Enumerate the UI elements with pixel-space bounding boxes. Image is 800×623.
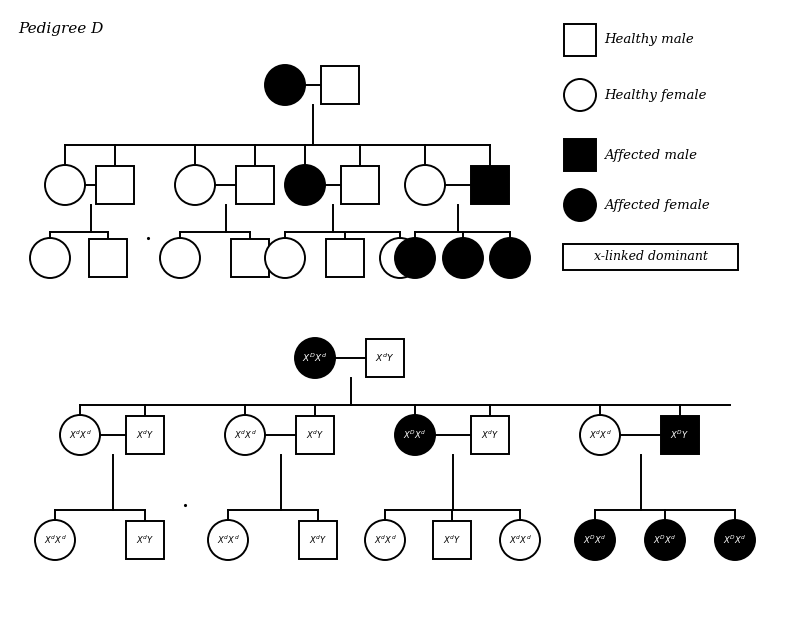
FancyBboxPatch shape [96, 166, 134, 204]
Circle shape [575, 520, 615, 560]
Text: Pedigree D: Pedigree D [18, 22, 103, 36]
Text: $X^dY$: $X^dY$ [375, 352, 394, 364]
Text: $X^dX^d$: $X^dX^d$ [69, 429, 91, 441]
Text: $X^DX^d$: $X^DX^d$ [723, 534, 747, 546]
Text: x-linked dominant: x-linked dominant [594, 250, 707, 264]
Circle shape [580, 415, 620, 455]
FancyBboxPatch shape [366, 339, 404, 377]
Circle shape [208, 520, 248, 560]
Circle shape [45, 165, 85, 205]
Circle shape [395, 238, 435, 278]
Circle shape [175, 165, 215, 205]
FancyBboxPatch shape [564, 24, 596, 56]
Circle shape [295, 338, 335, 378]
Circle shape [365, 520, 405, 560]
Circle shape [405, 165, 445, 205]
Text: $X^DX^d$: $X^DX^d$ [403, 429, 427, 441]
Text: $X^dY$: $X^dY$ [306, 429, 324, 441]
Circle shape [35, 520, 75, 560]
FancyBboxPatch shape [89, 239, 127, 277]
Circle shape [395, 415, 435, 455]
FancyBboxPatch shape [341, 166, 379, 204]
Circle shape [490, 238, 530, 278]
Circle shape [443, 238, 483, 278]
Circle shape [500, 520, 540, 560]
Circle shape [160, 238, 200, 278]
Text: $X^DX^d$: $X^DX^d$ [302, 352, 328, 364]
Circle shape [285, 165, 325, 205]
FancyBboxPatch shape [321, 66, 359, 104]
Text: Healthy female: Healthy female [604, 88, 706, 102]
Text: $X^dY$: $X^dY$ [136, 429, 154, 441]
FancyBboxPatch shape [231, 239, 269, 277]
FancyBboxPatch shape [299, 521, 337, 559]
Circle shape [645, 520, 685, 560]
FancyBboxPatch shape [326, 239, 364, 277]
FancyBboxPatch shape [126, 416, 164, 454]
Text: $X^dX^d$: $X^dX^d$ [589, 429, 611, 441]
Text: $X^dY$: $X^dY$ [442, 534, 462, 546]
Text: $X^dY$: $X^dY$ [136, 534, 154, 546]
Circle shape [225, 415, 265, 455]
Text: $X^DX^d$: $X^DX^d$ [653, 534, 677, 546]
Circle shape [30, 238, 70, 278]
Circle shape [265, 238, 305, 278]
Text: Healthy male: Healthy male [604, 34, 694, 47]
Text: $X^dY$: $X^dY$ [309, 534, 327, 546]
Circle shape [60, 415, 100, 455]
Text: $X^DY$: $X^DY$ [670, 429, 690, 441]
FancyBboxPatch shape [471, 166, 509, 204]
Circle shape [380, 238, 420, 278]
Text: $X^dX^d$: $X^dX^d$ [509, 534, 531, 546]
Text: $X^DX^d$: $X^DX^d$ [583, 534, 607, 546]
FancyBboxPatch shape [236, 166, 274, 204]
FancyBboxPatch shape [471, 416, 509, 454]
Text: $X^dX^d$: $X^dX^d$ [374, 534, 397, 546]
Text: $X^dX^d$: $X^dX^d$ [234, 429, 257, 441]
FancyBboxPatch shape [564, 139, 596, 171]
Text: $X^dX^d$: $X^dX^d$ [217, 534, 239, 546]
Text: $X^dX^d$: $X^dX^d$ [43, 534, 66, 546]
Circle shape [265, 65, 305, 105]
Text: $X^dY$: $X^dY$ [481, 429, 499, 441]
FancyBboxPatch shape [563, 244, 738, 270]
Circle shape [715, 520, 755, 560]
Circle shape [564, 79, 596, 111]
FancyBboxPatch shape [661, 416, 699, 454]
Text: Affected male: Affected male [604, 148, 697, 161]
FancyBboxPatch shape [433, 521, 471, 559]
Text: Affected female: Affected female [604, 199, 710, 211]
Circle shape [564, 189, 596, 221]
FancyBboxPatch shape [126, 521, 164, 559]
FancyBboxPatch shape [296, 416, 334, 454]
